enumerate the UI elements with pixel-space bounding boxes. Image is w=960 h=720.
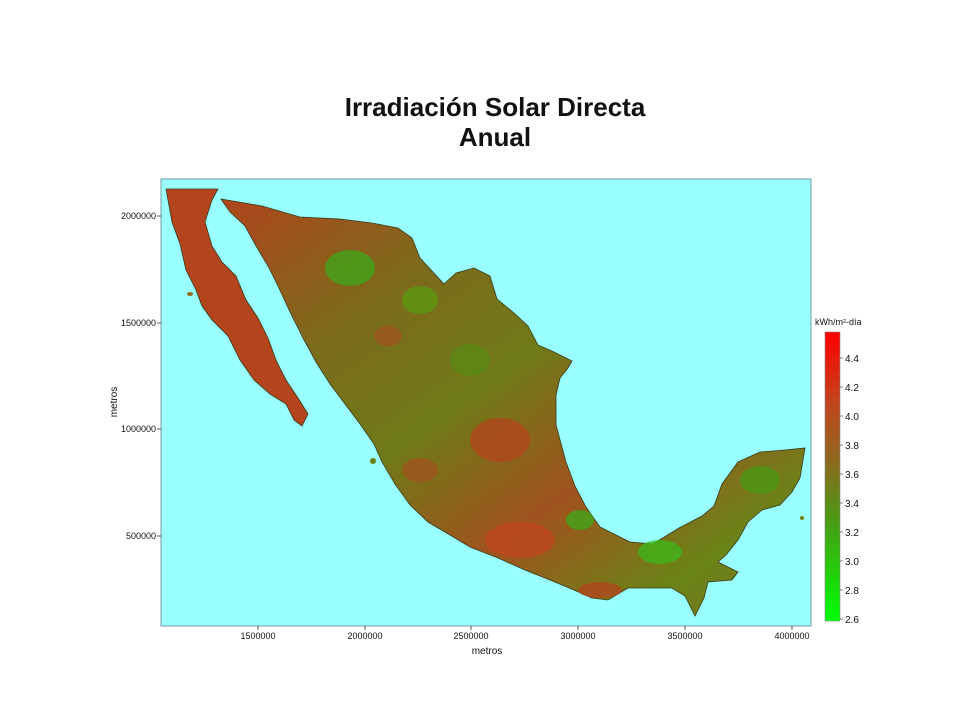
legend-tick-label: 3.6 bbox=[845, 470, 859, 481]
legend-tick-label: 3.4 bbox=[845, 499, 859, 510]
color-legend: kWh/m²-día 4.4 4.2 4.0 3.8 3.6 3.4 3.2 3… bbox=[815, 317, 862, 626]
legend-tick-label: 4.4 bbox=[845, 354, 859, 365]
legend-title: kWh/m²-día bbox=[815, 317, 862, 327]
island-marker bbox=[370, 458, 376, 464]
y-tick-label: 2000000 bbox=[121, 211, 156, 221]
x-axis: 1500000 2000000 2500000 3000000 3500000 … bbox=[240, 626, 810, 657]
map-title-line1: Irradiación Solar Directa bbox=[344, 92, 646, 122]
x-tick-label: 2500000 bbox=[453, 631, 488, 641]
legend-tick-label: 2.6 bbox=[845, 615, 859, 626]
legend-tick-label: 4.2 bbox=[845, 383, 859, 394]
y-tick-label: 500000 bbox=[126, 531, 156, 541]
legend-tick-label: 2.8 bbox=[845, 586, 859, 597]
baja-california-region bbox=[165, 188, 309, 427]
x-tick-label: 2000000 bbox=[347, 631, 382, 641]
y-tick-label: 1500000 bbox=[121, 318, 156, 328]
legend-tick-label: 3.2 bbox=[845, 528, 859, 539]
x-tick-label: 3000000 bbox=[560, 631, 595, 641]
legend-tick-label: 3.8 bbox=[845, 441, 859, 452]
x-tick-label: 3500000 bbox=[667, 631, 702, 641]
mexico-mainland-region bbox=[220, 198, 806, 617]
map-title-line2: Anual bbox=[458, 122, 532, 152]
y-tick-label: 1000000 bbox=[121, 424, 156, 434]
legend-tick-label: 3.0 bbox=[845, 557, 859, 568]
legend-colorbar bbox=[824, 331, 841, 622]
contour-patches bbox=[325, 250, 780, 598]
island-marker bbox=[800, 516, 804, 520]
x-tick-label: 4000000 bbox=[774, 631, 809, 641]
x-axis-label: metros bbox=[472, 646, 503, 657]
y-axis-label: metros bbox=[109, 387, 120, 418]
legend-tick-label: 4.0 bbox=[845, 412, 859, 423]
y-axis: 2000000 1500000 1000000 500000 metros bbox=[109, 211, 161, 541]
island-marker bbox=[187, 292, 193, 296]
x-tick-label: 1500000 bbox=[240, 631, 275, 641]
